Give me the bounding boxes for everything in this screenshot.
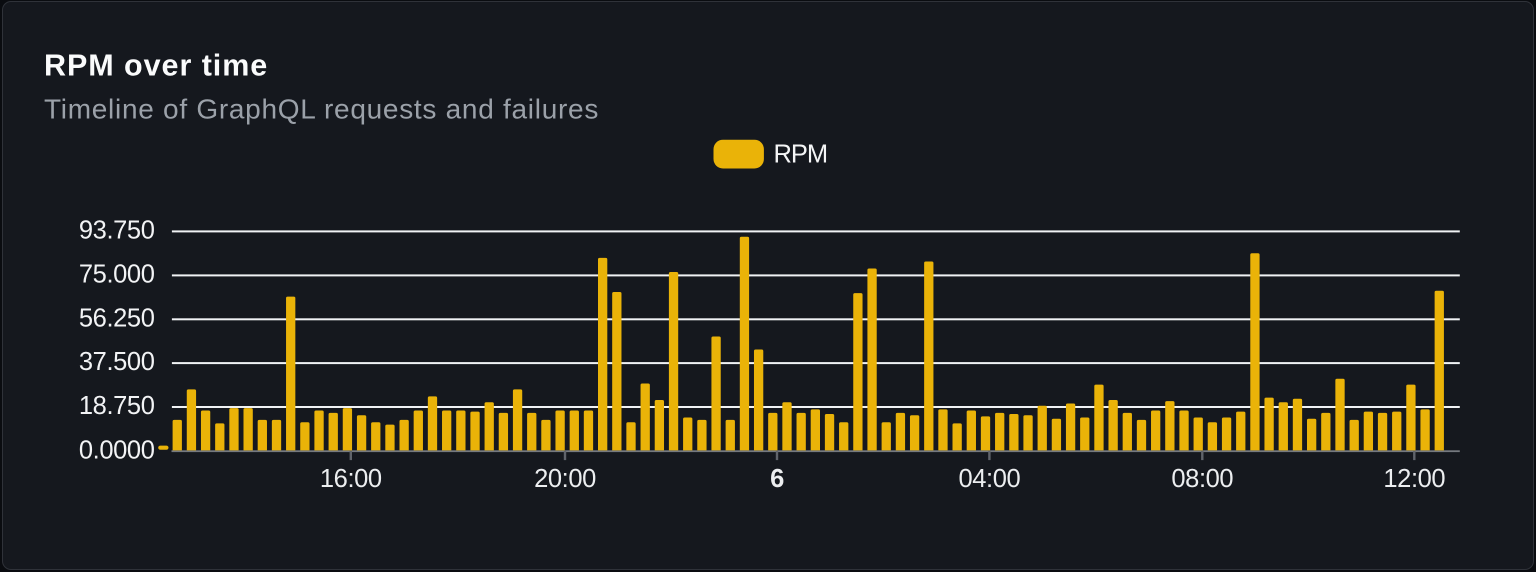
svg-text:6: 6 xyxy=(770,465,784,493)
svg-text:Timeline of GraphQL requests a: Timeline of GraphQL requests and failure… xyxy=(44,94,599,125)
svg-text:20:00: 20:00 xyxy=(534,465,596,493)
svg-text:37.500: 37.500 xyxy=(79,348,155,376)
svg-text:56.250: 56.250 xyxy=(79,304,155,332)
svg-text:75.000: 75.000 xyxy=(79,261,155,289)
svg-text:RPM over time: RPM over time xyxy=(44,49,268,83)
svg-text:08:00: 08:00 xyxy=(1171,465,1233,493)
svg-text:0.0000: 0.0000 xyxy=(79,436,155,464)
svg-text:18.750: 18.750 xyxy=(79,392,155,420)
svg-text:12:00: 12:00 xyxy=(1383,465,1445,493)
svg-text:04:00: 04:00 xyxy=(958,465,1020,493)
svg-text:93.750: 93.750 xyxy=(79,217,155,245)
svg-text:RPM: RPM xyxy=(774,140,828,168)
svg-text:16:00: 16:00 xyxy=(320,465,382,493)
